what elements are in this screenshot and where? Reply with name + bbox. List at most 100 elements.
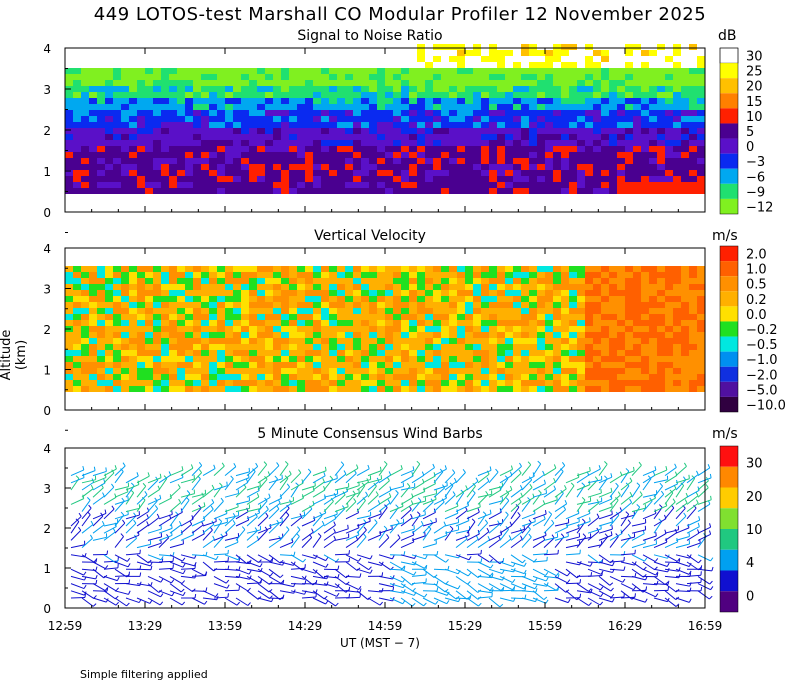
snr-cell — [217, 122, 225, 128]
velocity-cell — [89, 380, 97, 386]
wind-barb — [136, 494, 148, 505]
wind-barb-flag — [564, 499, 568, 505]
velocity-cell — [337, 308, 345, 314]
snr-cell — [249, 146, 257, 152]
velocity-cell — [161, 272, 169, 278]
wind-barb-flag — [204, 572, 208, 576]
snr-cell — [305, 182, 313, 188]
velocity-cell — [321, 314, 329, 320]
snr-cell — [561, 98, 569, 104]
velocity-cell — [449, 272, 457, 278]
wind-barb — [235, 529, 246, 541]
velocity-cell — [657, 386, 665, 392]
wind-barb-flag — [348, 550, 350, 555]
wind-barb-flag — [486, 527, 490, 532]
wind-barb — [92, 561, 106, 570]
velocity-cell — [297, 320, 305, 326]
snr-cell — [657, 140, 665, 146]
wind-barb — [455, 590, 468, 600]
velocity-cell — [417, 368, 425, 374]
snr-cell — [169, 122, 177, 128]
wind-barb-flag — [282, 594, 285, 599]
snr-cell — [657, 74, 665, 80]
velocity-cell — [321, 326, 329, 332]
snr-cell — [105, 176, 113, 182]
wind-barb — [169, 568, 184, 575]
wind-barb — [103, 590, 116, 600]
snr-cell — [585, 146, 593, 152]
velocity-cell — [369, 350, 377, 356]
wind-barb — [312, 561, 327, 568]
snr-cell — [345, 140, 353, 146]
snr-cell — [577, 116, 585, 122]
snr-cell — [545, 134, 553, 140]
velocity-cell — [321, 374, 329, 380]
snr-cell — [153, 116, 161, 122]
velocity-cell — [345, 290, 353, 296]
snr-cell — [401, 116, 409, 122]
wind-barb — [235, 507, 250, 513]
velocity-cell — [465, 374, 473, 380]
wind-barb — [103, 522, 118, 527]
snr-cell — [337, 92, 345, 98]
velocity-cell — [561, 296, 569, 302]
snr-cell — [585, 134, 593, 140]
velocity-cell — [641, 320, 649, 326]
velocity-cell — [361, 266, 369, 272]
velocity-cell — [97, 344, 105, 350]
wind-barb-flag — [89, 534, 93, 539]
snr-cell — [609, 164, 617, 170]
wind-barb — [576, 597, 590, 606]
wind-barb-flag — [386, 477, 390, 481]
velocity-cell — [409, 386, 417, 392]
snr-cell — [593, 68, 601, 74]
velocity-cell — [409, 272, 417, 278]
velocity-cell — [393, 266, 401, 272]
velocity-cell — [273, 386, 281, 392]
velocity-cell — [329, 296, 337, 302]
wind-barb — [576, 512, 591, 520]
snr-cell — [281, 128, 289, 134]
velocity-cell — [129, 362, 137, 368]
snr-cell — [545, 50, 553, 56]
snr-cell — [649, 68, 657, 74]
snr-cell — [433, 134, 441, 140]
snr-cell — [233, 68, 241, 74]
velocity-cell — [497, 362, 505, 368]
wind-barb-flag — [600, 586, 604, 591]
snr-cell — [409, 146, 417, 152]
velocity-cell — [537, 290, 545, 296]
snr-cell — [697, 86, 705, 92]
velocity-cell — [441, 326, 449, 332]
snr-cell — [313, 74, 321, 80]
wind-barb-flag — [182, 591, 186, 596]
snr-cell — [233, 116, 241, 122]
velocity-cell — [401, 368, 409, 374]
snr-cell — [209, 92, 217, 98]
velocity-cell — [521, 326, 529, 332]
wind-barb-flag — [424, 564, 428, 569]
wind-barb — [279, 514, 290, 527]
velocity-cell — [137, 296, 145, 302]
velocity-cell — [577, 368, 585, 374]
velocity-cell — [153, 356, 161, 362]
snr-cell — [385, 176, 393, 182]
wind-barb — [488, 568, 503, 575]
wind-barb — [81, 479, 96, 484]
snr-cell — [401, 74, 409, 80]
snr-cell — [569, 158, 577, 164]
wind-barb — [136, 543, 151, 549]
velocity-cell — [329, 326, 337, 332]
velocity-cell — [169, 290, 177, 296]
snr-cell — [473, 50, 481, 56]
snr-cell — [361, 146, 369, 152]
wind-barb — [147, 528, 162, 534]
snr-cell — [385, 110, 393, 116]
velocity-cell — [193, 344, 201, 350]
snr-cell — [409, 164, 417, 170]
wind-barb-flag — [467, 572, 472, 577]
wind-barb — [554, 488, 567, 498]
velocity-cell — [681, 368, 689, 374]
snr-cell — [377, 140, 385, 146]
snr-cell — [649, 50, 657, 56]
